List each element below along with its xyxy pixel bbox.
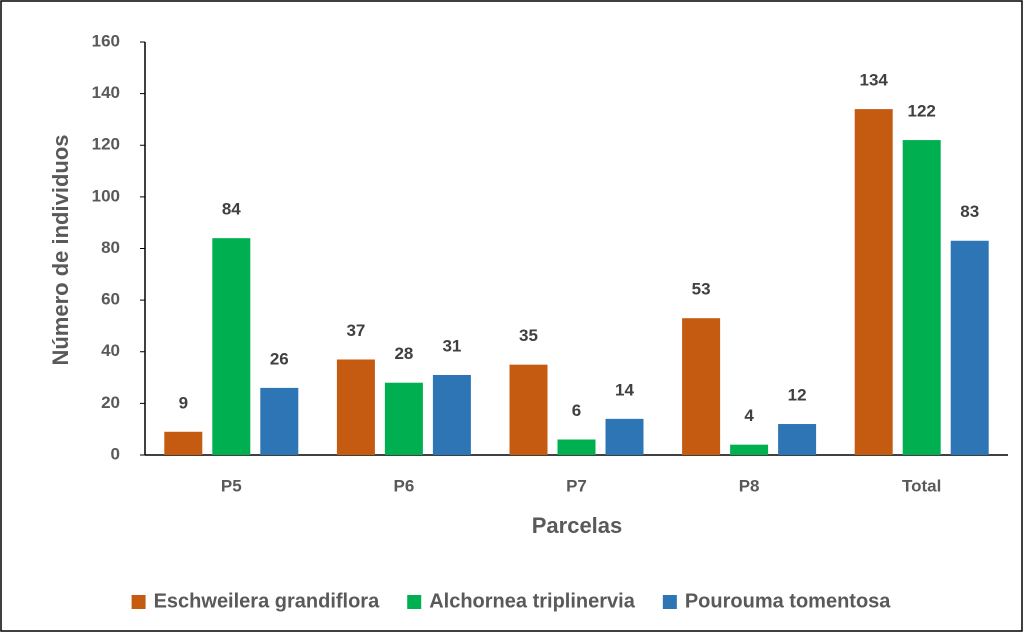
- legend-swatch: [131, 595, 146, 609]
- data-label: 134: [860, 71, 889, 90]
- bar: [950, 240, 989, 455]
- bar: [336, 359, 375, 455]
- bar: [605, 418, 644, 455]
- data-label: 9: [179, 393, 188, 412]
- x-tick-label: P6: [394, 476, 415, 495]
- bar: [730, 444, 769, 455]
- data-label: 84: [222, 200, 241, 219]
- data-label: 12: [788, 386, 807, 405]
- bar: [902, 140, 941, 455]
- y-tick-label: 60: [101, 290, 120, 309]
- legend-label: Pourouma tomentosa: [685, 590, 891, 612]
- y-tick-label: 140: [92, 83, 120, 102]
- legend-swatch: [662, 595, 677, 609]
- bar: [384, 382, 423, 455]
- data-label: 28: [394, 344, 413, 363]
- bar: [509, 364, 548, 455]
- y-axis-title: Número de individuos: [48, 134, 73, 365]
- legend-label: Eschweilera grandiflora: [154, 590, 381, 612]
- x-axis-title: Parcelas: [532, 513, 623, 538]
- bar: [212, 238, 251, 455]
- bar: [432, 374, 471, 455]
- y-tick-label: 160: [92, 31, 120, 50]
- data-label: 83: [960, 202, 979, 221]
- data-label: 4: [744, 406, 754, 425]
- y-tick-label: 0: [111, 444, 120, 463]
- data-label: 31: [442, 336, 461, 355]
- data-label: 122: [908, 102, 936, 121]
- bar: [557, 439, 596, 455]
- x-tick-label: P8: [739, 476, 760, 495]
- legend-swatch: [407, 595, 422, 609]
- x-tick-label: Total: [902, 476, 941, 495]
- y-tick-label: 40: [101, 341, 120, 360]
- bar: [778, 424, 817, 455]
- legend-label: Alchornea triplinervia: [429, 590, 635, 612]
- bar: [682, 318, 721, 455]
- y-tick-label: 100: [92, 186, 120, 205]
- bar: [260, 387, 299, 455]
- y-tick-label: 120: [92, 135, 120, 154]
- bar: [854, 109, 893, 456]
- data-label: 26: [270, 349, 289, 368]
- data-label: 14: [615, 380, 634, 399]
- y-tick-label: 80: [101, 238, 120, 257]
- x-tick-label: P5: [221, 476, 242, 495]
- bar: [164, 431, 203, 455]
- x-tick-label: P7: [566, 476, 587, 495]
- data-label: 53: [692, 280, 711, 299]
- data-label: 35: [519, 326, 538, 345]
- data-label: 6: [572, 401, 581, 420]
- y-tick-label: 20: [101, 393, 120, 412]
- data-label: 37: [346, 321, 365, 340]
